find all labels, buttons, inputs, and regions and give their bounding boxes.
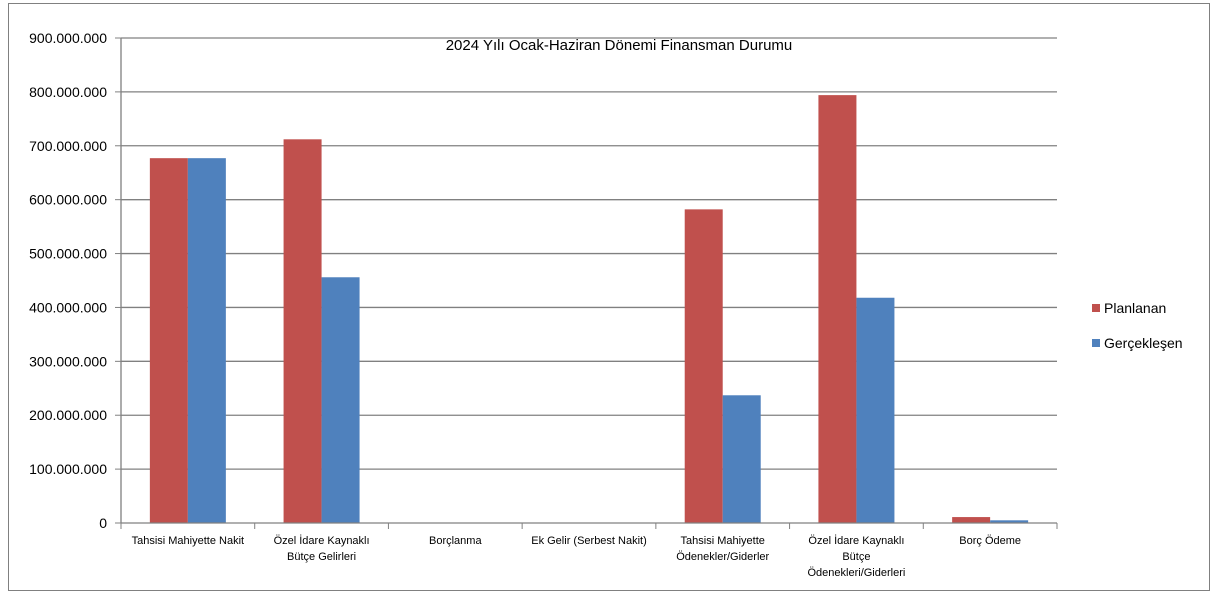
bar-planlanan [283,139,322,524]
legend-label: Gerçekleşen [1104,335,1183,351]
bar-gerçekleşen [187,158,226,523]
x-axis-ticks: Tahsisi Mahiyette Nakit Özel İdare Kaynak… [120,523,1058,579]
x-tick-label: Tahsisi Mahiyette Nakit [132,535,245,547]
bars [149,95,1029,524]
x-tick-label: Borç Ödeme [959,535,1021,547]
y-tick-label: 500.000.000 [29,246,107,262]
y-tick-label: 400.000.000 [29,299,107,315]
y-tick-label: 100.000.000 [29,461,107,477]
y-tick-label: 600.000.000 [29,192,107,208]
x-tick-label: Borçlanma [429,535,482,547]
y-tick-label: 900.000.000 [29,30,107,46]
bar-chart: 2024 Yılı Ocak-Haziran Dönemi Finansman … [29,30,1183,579]
bar-planlanan [684,209,723,523]
y-tick-label: 200.000.000 [29,407,107,423]
bar-gerçekleşen [321,277,360,523]
bar-planlanan [952,517,991,523]
chart-frame: 2024 Yılı Ocak-Haziran Dönemi Finansman … [8,3,1210,591]
gridlines [121,37,1057,470]
bar-planlanan [818,95,857,523]
x-tick-label: Tahsisi Mahiyette Ödenekler/Giderler [676,535,769,563]
bar-gerçekleşen [856,297,895,523]
chart-title: 2024 Yılı Ocak-Haziran Dönemi Finansman … [446,37,793,54]
y-tick-label: 0 [99,515,107,531]
y-tick-label: 800.000.000 [29,84,107,100]
x-tick-label: Özel İdare Kaynaklı Bütçe Gelirleri [274,534,370,563]
legend-swatch-gerçekleşen [1092,339,1100,347]
legend-label: Planlanan [1104,300,1166,316]
legend-swatch-planlanan [1092,304,1100,312]
bar-gerçekleşen [990,520,1029,523]
bar-planlanan [149,158,188,523]
axes [120,38,1057,524]
y-tick-label: 300.000.000 [29,353,107,369]
x-tick-label: Özel İdare Kaynaklı Bütçe Ödenekleri/Gider… [808,534,906,579]
y-tick-label: 700.000.000 [29,138,107,154]
x-tick-label: Ek Gelir (Serbest Nakit) [531,535,647,547]
legend: Planlanan Gerçekleşen [1092,300,1183,351]
bar-gerçekleşen [722,395,761,523]
y-axis-ticks: 0 100.000.000 200.000.000 300.000.000 400.00… [29,30,121,531]
